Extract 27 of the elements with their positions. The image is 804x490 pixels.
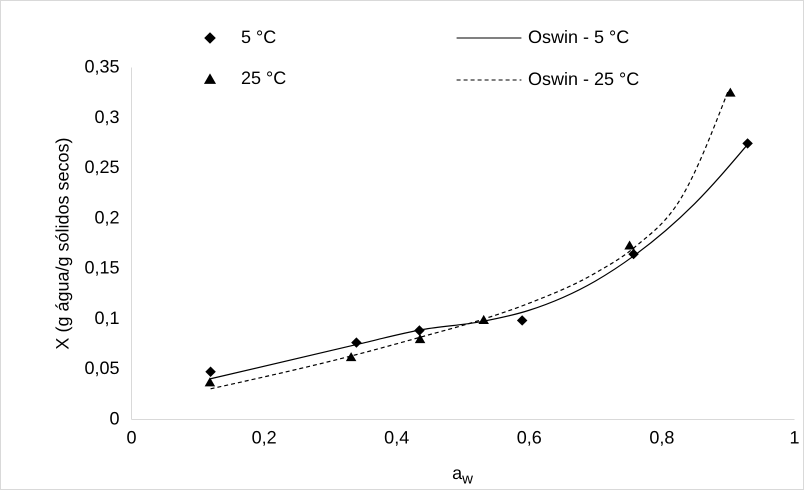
legend-label: Oswin - 5 °C — [528, 27, 630, 47]
legend-label: 5 °C — [241, 27, 276, 47]
x-tick-label: 1 — [789, 428, 800, 448]
y-axis-title: X (g água/g sólidos secos) — [52, 137, 72, 350]
point — [414, 334, 426, 344]
point — [204, 377, 216, 386]
y-tick-label: 0,15 — [84, 258, 120, 278]
y-tick-label: 0,2 — [94, 207, 120, 228]
point — [742, 138, 753, 149]
x-tick-label: 0,4 — [384, 428, 410, 448]
y-tick-label: 0,35 — [84, 56, 120, 76]
point — [205, 366, 216, 377]
y-tick-label: 0 — [109, 408, 120, 428]
point — [624, 240, 635, 250]
legend-label: Oswin - 25 °C — [528, 69, 640, 89]
y-tick-label: 0,25 — [84, 157, 120, 178]
y-tick-label: 0,05 — [84, 358, 120, 378]
point — [346, 352, 356, 362]
point — [516, 315, 528, 326]
x-axis-title: a$_{w}$ — [451, 463, 474, 488]
x-tick-label: 0,8 — [649, 428, 674, 448]
y-tick-label: 0,1 — [94, 308, 120, 328]
x-tick-label: 0 — [126, 428, 137, 448]
x-tick-label: 0,2 — [252, 428, 277, 448]
x-tick-label: 0,6 — [516, 428, 542, 448]
y-tick-label: 0,3 — [94, 106, 120, 127]
legend-label: 25 °C — [241, 68, 286, 88]
